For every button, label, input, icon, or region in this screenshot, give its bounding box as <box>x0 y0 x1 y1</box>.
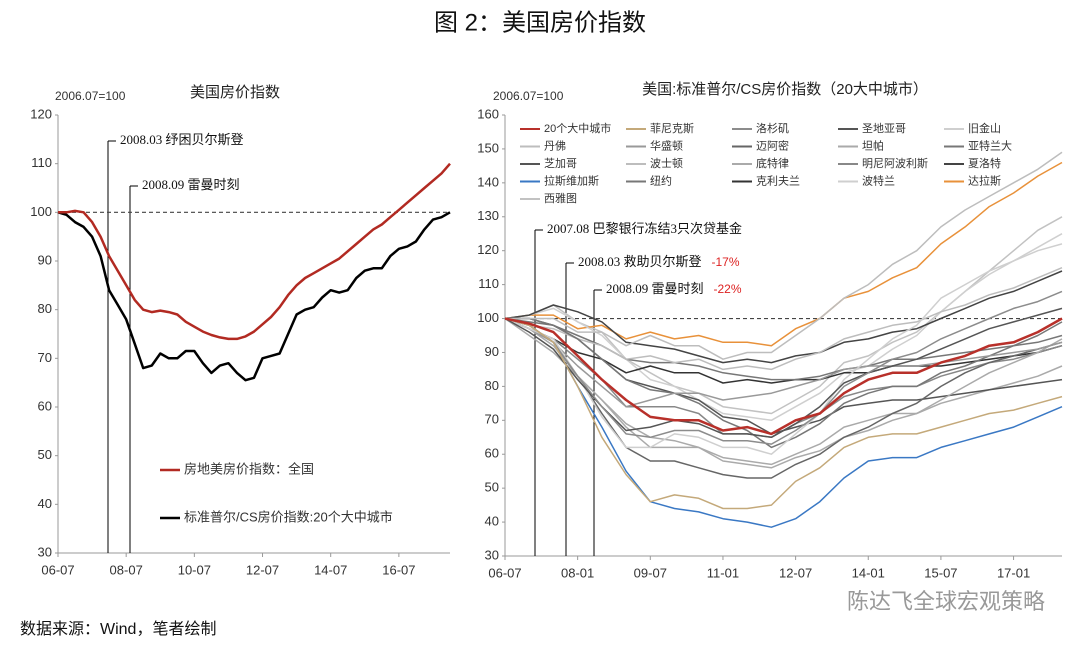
y-tick-label: 90 <box>38 252 52 267</box>
y-tick-label: 60 <box>485 446 499 461</box>
annotation: 2008.09 雷曼时刻 <box>142 177 240 192</box>
series-line <box>504 317 1063 528</box>
series-line <box>504 290 1063 445</box>
annotation: 2008.03 救助贝尔斯登 <box>578 254 702 269</box>
legend-label: 克利夫兰 <box>756 174 800 187</box>
series-line <box>504 317 1063 510</box>
x-tick-label: 12-07 <box>779 565 812 580</box>
chart-title: 美国:标准普尔/CS房价指数（20大中城市） <box>642 81 928 98</box>
source-note: 数据来源：Wind，笔者绘制 <box>20 620 216 638</box>
series-line <box>505 151 1063 360</box>
annotation: 2007.08 巴黎银行冻结3只次贷基金 <box>547 221 742 236</box>
y-tick-label: 30 <box>485 547 499 562</box>
y-tick-label: 50 <box>485 480 499 495</box>
annotation-change: -17% <box>712 255 740 269</box>
series-line <box>504 317 1063 479</box>
y-tick-label: 110 <box>31 155 52 170</box>
y-tick-label: 90 <box>485 344 499 359</box>
y-tick-label: 60 <box>38 398 52 413</box>
legend-label: 底特律 <box>756 156 789 170</box>
x-tick-label: 06-07 <box>41 562 74 577</box>
y-tick-label: 120 <box>477 242 499 257</box>
legend-label: 20个大中城市 <box>544 121 611 135</box>
y-tick-label: 160 <box>477 106 499 121</box>
legend-label: 拉斯维加斯 <box>544 173 599 187</box>
x-tick-label: 17-01 <box>997 565 1030 580</box>
legend-label: 夏洛特 <box>968 156 1001 170</box>
x-tick-label: 06-07 <box>488 565 521 580</box>
series-line <box>504 270 1063 364</box>
series-line <box>504 317 1063 436</box>
x-tick-label: 10-07 <box>178 562 211 577</box>
x-tick-label: 08-01 <box>561 565 594 580</box>
legend-label: 芝加哥 <box>544 157 577 170</box>
series-line <box>504 317 1063 469</box>
legend-label: 房地美房价指数：全国 <box>184 461 314 476</box>
legend-label: 旧金山 <box>968 121 1001 135</box>
legend-label: 圣地亚哥 <box>862 122 906 135</box>
x-tick-label: 15-07 <box>924 565 957 580</box>
annotation: 2008.09 雷曼时刻 <box>606 281 704 296</box>
y-axis-label: 2006.07=100 <box>55 89 126 103</box>
legend-label: 纽约 <box>650 173 672 187</box>
x-tick-label: 14-07 <box>314 562 347 577</box>
legend-label: 达拉斯 <box>968 173 1001 187</box>
y-tick-label: 50 <box>38 447 52 462</box>
annotation: 2008.03 纾困贝尔斯登 <box>120 132 244 147</box>
legend-label: 洛杉矶 <box>756 121 789 135</box>
y-tick-label: 100 <box>30 204 52 219</box>
y-tick-label: 100 <box>477 310 499 325</box>
y-tick-label: 150 <box>477 140 499 155</box>
y-axis-label: 2006.07=100 <box>493 89 564 103</box>
legend-label: 波士顿 <box>650 156 683 170</box>
legend-label: 明尼阿波利斯 <box>862 157 928 170</box>
y-tick-label: 70 <box>485 412 499 427</box>
y-tick-label: 40 <box>485 514 499 529</box>
series-line <box>504 317 1063 408</box>
series-line <box>504 161 1063 347</box>
y-tick-label: 120 <box>30 106 52 121</box>
x-tick-label: 14-01 <box>852 565 885 580</box>
page-title: 图 2：美国房价指数 <box>434 9 646 36</box>
x-tick-label: 08-07 <box>110 562 143 577</box>
legend-label: 亚特兰大 <box>968 138 1012 152</box>
y-tick-label: 140 <box>477 174 499 189</box>
x-tick-label: 16-07 <box>382 562 415 577</box>
series-line <box>57 211 451 382</box>
legend-label: 迈阿密 <box>756 138 789 152</box>
legend-label: 菲尼克斯 <box>650 122 694 135</box>
legend-label: 华盛顿 <box>650 138 683 152</box>
legend-label: 西雅图 <box>544 191 577 205</box>
legend-label: 波特兰 <box>862 173 895 187</box>
legend-label: 标准普尔/CS房价指数:20个大中城市 <box>184 509 393 524</box>
y-tick-label: 30 <box>38 544 52 559</box>
series-line <box>58 162 451 341</box>
y-tick-label: 80 <box>485 378 499 393</box>
y-tick-label: 130 <box>477 208 499 223</box>
legend-label: 坦帕 <box>862 138 884 152</box>
annotation-change: -22% <box>714 282 742 296</box>
chart-title: 美国房价指数 <box>190 84 280 101</box>
series-line <box>505 317 1063 449</box>
series-line <box>504 267 1063 371</box>
watermark: 陈达飞全球宏观策略 <box>847 589 1045 614</box>
legend-label: 丹佛 <box>544 139 566 152</box>
series-line <box>504 317 1063 384</box>
y-tick-label: 40 <box>38 496 52 511</box>
y-tick-label: 110 <box>478 276 499 291</box>
series-line <box>504 233 1063 455</box>
x-tick-label: 09-07 <box>634 565 667 580</box>
y-tick-label: 70 <box>38 350 52 365</box>
x-tick-label: 12-07 <box>246 562 279 577</box>
x-tick-label: 11-01 <box>707 565 739 580</box>
series-line <box>504 216 1063 415</box>
series-line <box>504 243 1063 422</box>
y-tick-label: 80 <box>38 301 52 316</box>
